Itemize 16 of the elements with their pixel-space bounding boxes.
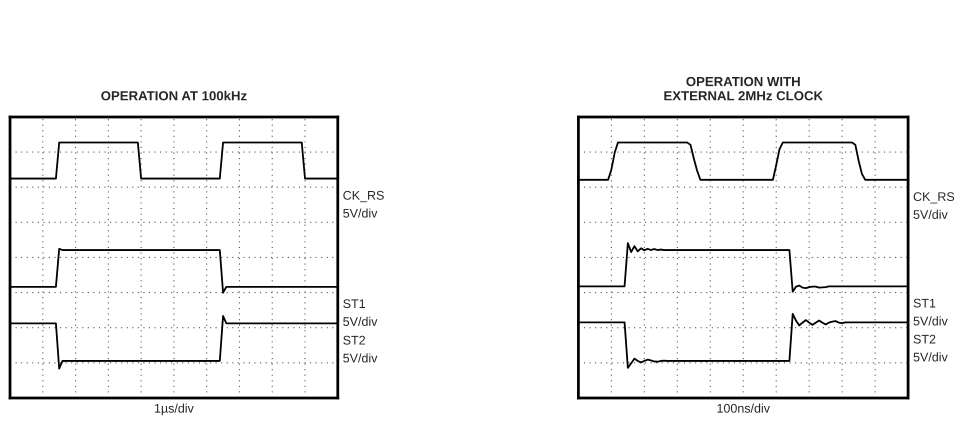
text: 5V/div xyxy=(343,353,378,363)
text: 5V/div xyxy=(343,208,378,218)
text: 5V/div xyxy=(914,316,948,326)
text: 5V/div xyxy=(343,316,378,326)
series-label: CK_RS xyxy=(343,190,384,202)
x-axis-title: 100ns/div xyxy=(717,404,770,413)
series-label: ST2 xyxy=(343,336,365,345)
series-label: CK_RS xyxy=(914,192,954,204)
text: 5V/div xyxy=(914,352,948,362)
text: 5V/div xyxy=(914,210,948,219)
x-axis-title: 1µs/div xyxy=(154,404,194,416)
series-label: ST1 xyxy=(343,299,366,308)
series-label: ST2 xyxy=(914,334,936,344)
series-label: ST1 xyxy=(914,298,936,308)
chart-title: OPERATION WITH EXTERNAL 2MHz CLOCK xyxy=(664,76,823,100)
chart-title: OPERATION AT 100kHz xyxy=(101,90,247,100)
